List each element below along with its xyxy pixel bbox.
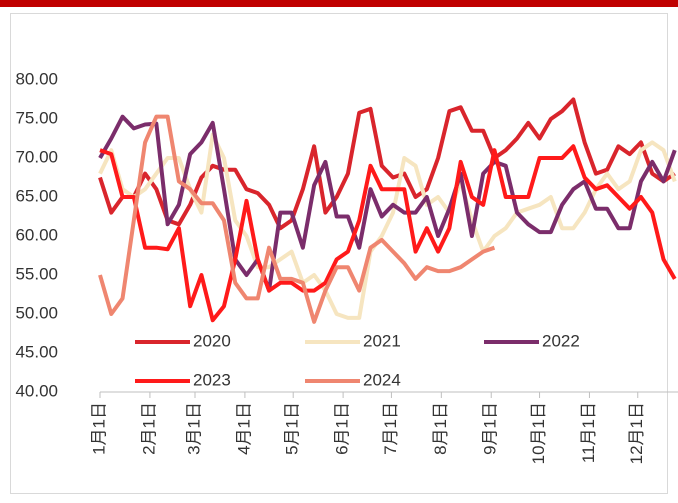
series-line xyxy=(98,114,496,324)
y-tick-label: 45.00 xyxy=(15,342,58,361)
x-tick-label: 9月1日 xyxy=(481,402,500,455)
y-tick-label: 65.00 xyxy=(15,186,58,205)
x-tick-label: 7月1日 xyxy=(381,402,400,455)
x-tick-label: 10月1日 xyxy=(529,402,548,464)
top-bar xyxy=(0,0,678,7)
legend-label: 2024 xyxy=(363,370,401,389)
x-tick-label: 11月1日 xyxy=(579,402,598,463)
y-tick-label: 75.00 xyxy=(15,108,58,127)
legend-label: 2022 xyxy=(542,331,580,350)
x-tick-label: 1月1日 xyxy=(89,402,108,455)
series-line xyxy=(98,97,676,231)
x-tick-label: 4月1日 xyxy=(234,402,253,455)
legend-label: 2023 xyxy=(193,370,231,389)
y-tick-label: 80.00 xyxy=(15,69,58,88)
y-tick-label: 60.00 xyxy=(15,225,58,244)
x-tick-label: 6月1日 xyxy=(333,402,352,455)
plot-area xyxy=(98,97,677,324)
series-line xyxy=(99,144,677,323)
y-tick-label: 55.00 xyxy=(15,264,58,283)
x-tick-label: 3月1日 xyxy=(184,402,203,455)
x-tick-label: 5月1日 xyxy=(283,402,302,455)
series-line xyxy=(98,114,677,293)
x-tick-label: 2月1日 xyxy=(139,402,158,455)
legend-label: 2020 xyxy=(193,331,231,350)
y-tick-label: 50.00 xyxy=(15,303,58,322)
x-tick-label: 12月1日 xyxy=(627,402,646,464)
legend-label: 2021 xyxy=(363,331,401,350)
y-tick-label: 70.00 xyxy=(15,147,58,166)
x-tick-label: 8月1日 xyxy=(431,402,450,455)
chart-border xyxy=(10,13,668,494)
series-line xyxy=(98,132,677,320)
y-tick-label: 40.00 xyxy=(15,381,58,400)
